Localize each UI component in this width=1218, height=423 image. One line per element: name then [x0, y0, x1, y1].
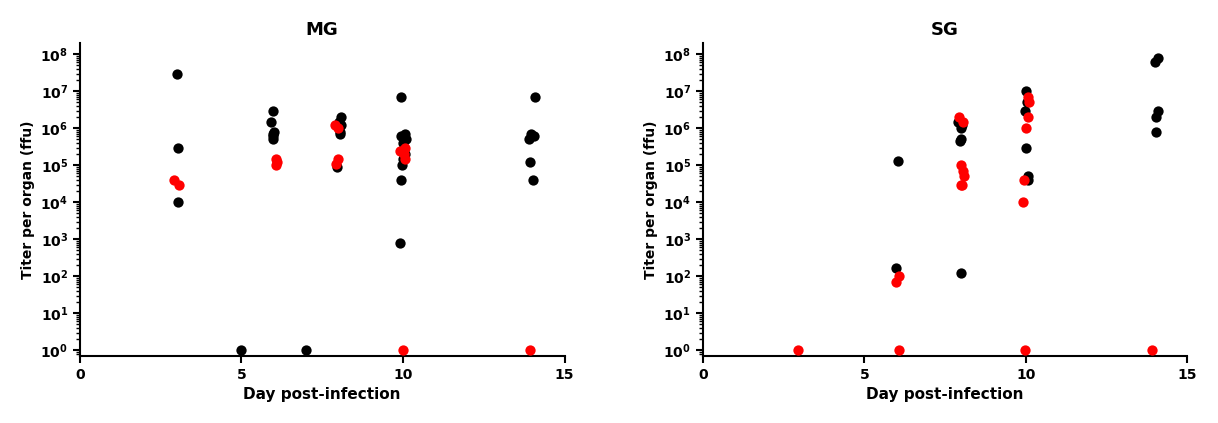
Point — [263, 133, 283, 140]
Point — [889, 347, 909, 354]
Point — [297, 347, 317, 354]
Point — [1018, 173, 1038, 180]
Point — [1016, 347, 1035, 354]
Point — [392, 162, 412, 169]
Point — [525, 93, 544, 100]
Point — [330, 129, 350, 135]
Point — [168, 144, 188, 151]
Point — [395, 151, 414, 157]
Point — [263, 136, 283, 143]
Point — [164, 176, 184, 183]
Point — [168, 199, 188, 206]
Point — [887, 264, 906, 271]
Point — [391, 133, 410, 140]
Point — [1149, 55, 1168, 61]
Point — [949, 114, 968, 121]
Point — [261, 118, 280, 125]
Y-axis label: Titer per organ (ffu): Titer per organ (ffu) — [644, 120, 658, 279]
Point — [325, 122, 345, 129]
Point — [1147, 114, 1167, 121]
X-axis label: Day post-infection: Day post-infection — [244, 387, 401, 402]
Point — [521, 131, 541, 137]
Point — [951, 181, 971, 188]
Point — [1018, 176, 1038, 183]
Point — [951, 122, 971, 129]
Point — [1149, 107, 1168, 114]
Point — [1015, 176, 1034, 183]
Title: SG: SG — [932, 21, 959, 39]
Point — [267, 155, 286, 162]
Point — [523, 176, 542, 183]
Point — [330, 131, 350, 137]
Point — [951, 181, 971, 188]
Point — [885, 279, 905, 286]
Point — [264, 129, 284, 135]
Point — [395, 155, 414, 162]
Point — [788, 347, 808, 354]
Point — [951, 162, 971, 169]
Point — [950, 138, 970, 145]
Point — [889, 273, 909, 280]
Point — [1018, 114, 1038, 121]
Point — [391, 176, 410, 183]
Point — [1142, 347, 1162, 354]
Point — [391, 93, 410, 100]
Y-axis label: Titer per organ (ffu): Titer per organ (ffu) — [21, 120, 35, 279]
Point — [331, 114, 351, 121]
Point — [331, 122, 351, 129]
Point — [396, 131, 415, 137]
Point — [954, 118, 973, 125]
Point — [329, 155, 348, 162]
Point — [263, 107, 283, 114]
Title: MG: MG — [306, 21, 339, 39]
Point — [525, 133, 544, 140]
Point — [391, 239, 410, 246]
Point — [520, 347, 540, 354]
Point — [395, 151, 414, 157]
Point — [951, 125, 971, 132]
Point — [951, 270, 971, 277]
Point — [393, 140, 413, 146]
Point — [329, 118, 348, 125]
Point — [1015, 107, 1034, 114]
Point — [326, 164, 346, 170]
Point — [1017, 99, 1037, 106]
Point — [520, 136, 540, 143]
Point — [949, 118, 968, 125]
Point — [395, 144, 414, 151]
Point — [390, 147, 409, 154]
X-axis label: Day post-infection: Day post-infection — [866, 387, 1024, 402]
Point — [1016, 144, 1035, 151]
Point — [263, 131, 283, 137]
Point — [1017, 88, 1037, 95]
Point — [396, 136, 415, 143]
Point — [952, 168, 972, 174]
Point — [393, 144, 413, 151]
Point — [326, 160, 346, 167]
Point — [951, 136, 971, 143]
Point — [393, 347, 413, 354]
Point — [267, 159, 286, 166]
Point — [167, 70, 186, 77]
Point — [1013, 199, 1033, 206]
Point — [393, 155, 413, 162]
Point — [169, 181, 189, 188]
Point — [955, 173, 974, 180]
Point — [1016, 125, 1035, 132]
Point — [888, 158, 907, 165]
Point — [520, 159, 540, 166]
Point — [329, 125, 348, 132]
Point — [1146, 59, 1166, 66]
Point — [1019, 99, 1039, 106]
Point — [1146, 129, 1166, 135]
Point — [1018, 93, 1038, 100]
Point — [231, 347, 251, 354]
Point — [267, 162, 286, 169]
